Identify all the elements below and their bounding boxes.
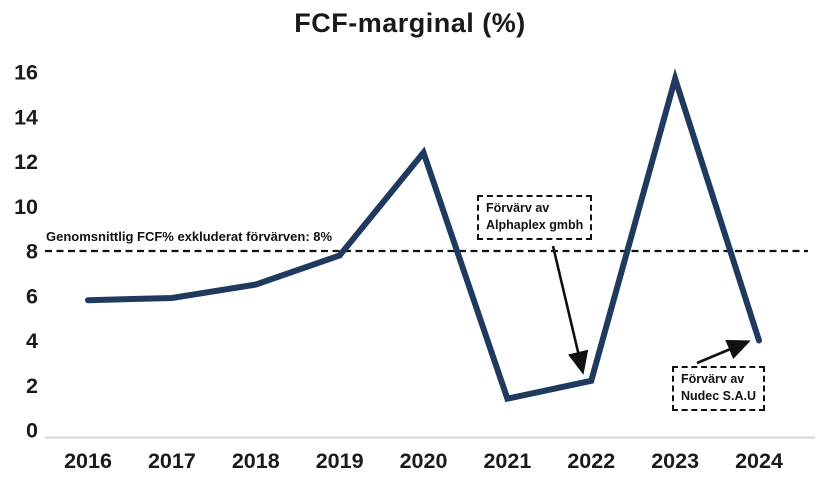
annotation-alphaplex-line1: Förvärv av <box>486 201 550 215</box>
y-tick-label: 0 <box>26 419 38 443</box>
fcf-margin-line-series <box>85 68 762 403</box>
y-tick-label: 4 <box>26 329 38 353</box>
y-tick-label: 10 <box>14 195 38 219</box>
average-line-label: Genomsnittlig FCF% exkluderat förvärven:… <box>46 229 333 244</box>
x-tick-label: 2022 <box>567 449 615 473</box>
y-tick-label: 8 <box>26 240 38 264</box>
x-tick-label: 2017 <box>148 449 196 473</box>
x-tick-label: 2018 <box>232 449 280 473</box>
x-tick-label: 2019 <box>316 449 364 473</box>
x-tick-label: 2020 <box>400 449 448 473</box>
y-tick-label: 16 <box>14 61 38 85</box>
y-tick-label: 2 <box>26 374 38 398</box>
annotation-alphaplex-line2: Alphaplex gmbh <box>486 217 584 232</box>
annotation-arrow-layer <box>551 245 751 375</box>
annotation-box-nudec: Förvärv av Nudec S.A.U <box>672 366 766 411</box>
y-tick-label: 14 <box>14 105 38 129</box>
y-tick-label: 12 <box>14 150 38 174</box>
chart-title: FCF-marginal (%) <box>294 8 526 38</box>
x-tick-label: 2023 <box>651 449 699 473</box>
x-tick-label: 2016 <box>64 449 112 473</box>
annotation-arrow-alphaplex <box>551 245 589 375</box>
annotation-arrow-nudec <box>696 339 751 365</box>
annotation-box-alphaplex: Förvärv av Alphaplex gmbh <box>477 195 593 240</box>
axis-layer: 0 2 4 6 8 10 12 14 16 2016 2017 2018 2019 2020 2021 202… <box>14 61 815 473</box>
annotation-nudec-line1: Förvärv av <box>681 372 745 386</box>
series-layer <box>85 68 762 403</box>
x-tick-label: 2021 <box>483 449 531 473</box>
x-tick-label: 2024 <box>735 449 783 473</box>
y-tick-label: 6 <box>26 284 38 308</box>
annotation-nudec-line2: Nudec S.A.U <box>681 388 757 403</box>
